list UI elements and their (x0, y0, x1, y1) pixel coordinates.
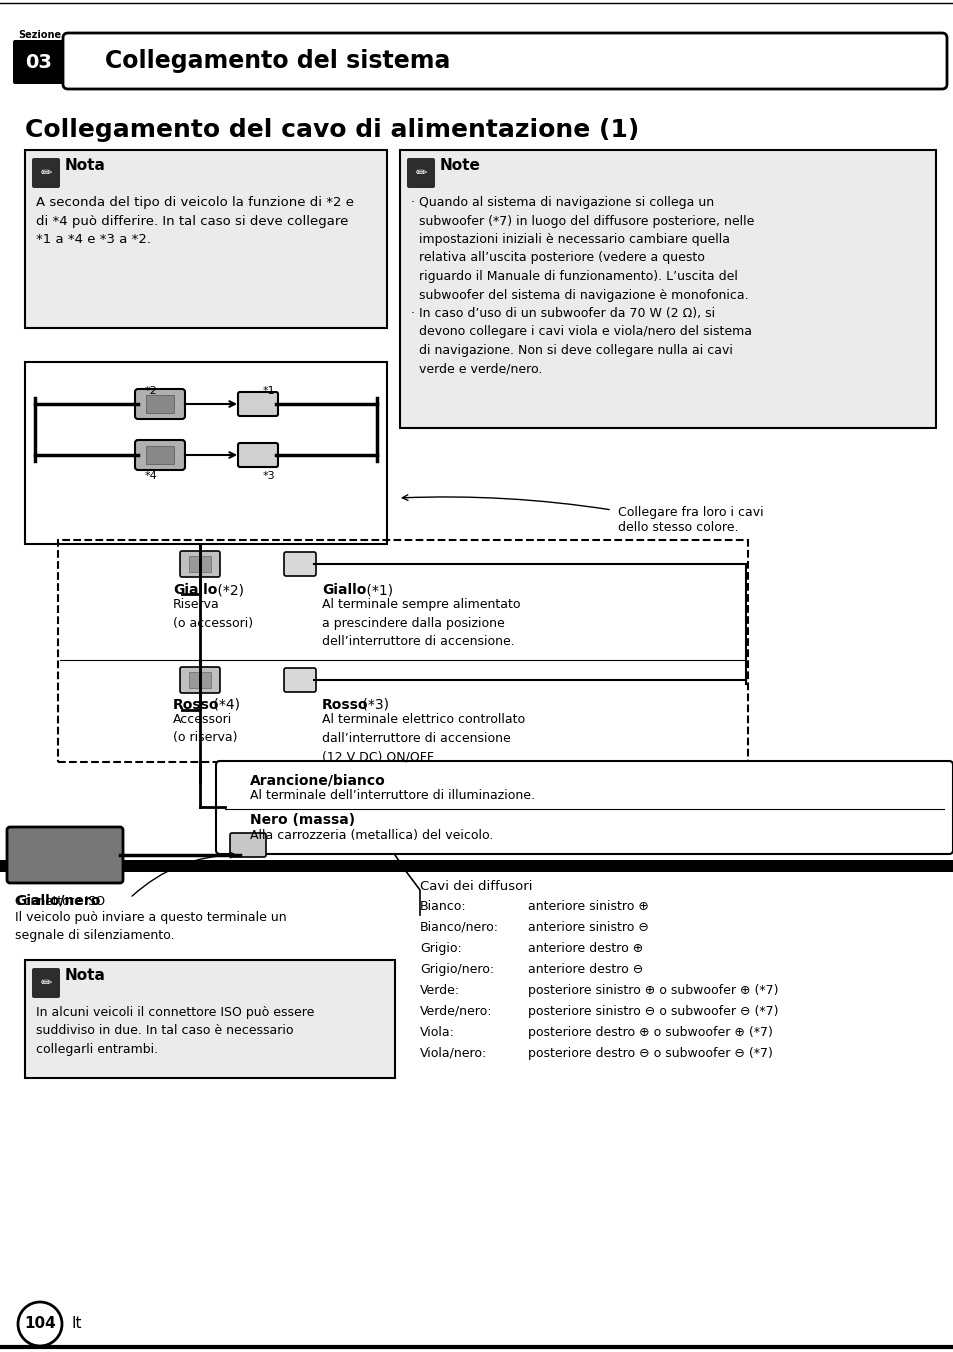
Text: Rosso: Rosso (172, 698, 219, 713)
Text: Collegare fra loro i cavi
dello stesso colore.: Collegare fra loro i cavi dello stesso c… (618, 506, 762, 534)
Text: anteriore destro ⊕: anteriore destro ⊕ (527, 942, 642, 955)
Text: 104: 104 (24, 1317, 56, 1332)
Text: Collegamento del sistema: Collegamento del sistema (105, 49, 450, 73)
Text: posteriore sinistro ⊕ o subwoofer ⊕ (*7): posteriore sinistro ⊕ o subwoofer ⊕ (*7) (527, 984, 778, 996)
Text: ✏: ✏ (40, 976, 51, 990)
Text: Connettore ISO: Connettore ISO (15, 895, 105, 909)
Text: A seconda del tipo di veicolo la funzione di *2 e
di *4 può differire. In tal ca: A seconda del tipo di veicolo la funzion… (36, 196, 354, 246)
Text: Rosso: Rosso (322, 698, 368, 713)
Text: Bianco:: Bianco: (419, 900, 466, 913)
Bar (146, 446, 173, 464)
Text: Grigio:: Grigio: (419, 942, 461, 955)
Text: Sezione: Sezione (18, 30, 61, 41)
Text: Arancione/bianco: Arancione/bianco (250, 773, 385, 787)
Bar (25, 362, 387, 544)
Text: Bianco/nero:: Bianco/nero: (419, 921, 498, 934)
Text: Giallo/nero: Giallo/nero (15, 894, 100, 907)
Text: Alla carrozzeria (metallica) del veicolo.: Alla carrozzeria (metallica) del veicolo… (250, 829, 493, 842)
FancyBboxPatch shape (237, 443, 277, 466)
Text: Al terminale sempre alimentato
a prescindere dalla posizione
dell’interruttore d: Al terminale sempre alimentato a prescin… (322, 598, 520, 648)
Bar (399, 150, 935, 429)
Text: Al terminale elettrico controllato
dall’interruttore di accensione
(12 V DC) ON/: Al terminale elettrico controllato dall’… (322, 713, 524, 763)
Text: *3: *3 (263, 470, 275, 481)
Text: Giallo: Giallo (172, 583, 217, 598)
Text: Giallo: Giallo (322, 583, 366, 598)
Text: Viola:: Viola: (419, 1026, 455, 1038)
Text: Note: Note (439, 158, 480, 173)
Text: anteriore sinistro ⊕: anteriore sinistro ⊕ (527, 900, 648, 913)
Text: Verde/nero:: Verde/nero: (419, 1005, 492, 1018)
Text: ✏: ✏ (40, 166, 51, 180)
Bar (25, 150, 387, 329)
FancyBboxPatch shape (180, 667, 220, 694)
Text: (*1): (*1) (361, 583, 393, 598)
Text: · Quando al sistema di navigazione si collega un
  subwoofer (*7) in luogo del d: · Quando al sistema di navigazione si co… (411, 196, 754, 376)
Text: (*4): (*4) (209, 698, 240, 713)
Text: ✏: ✏ (415, 166, 426, 180)
Text: *1: *1 (263, 387, 275, 396)
FancyBboxPatch shape (7, 827, 123, 883)
Bar (189, 672, 211, 688)
Text: Viola/nero:: Viola/nero: (419, 1046, 487, 1060)
Bar (25, 960, 395, 1078)
Text: Al terminale dell’interruttore di illuminazione.: Al terminale dell’interruttore di illumi… (250, 790, 535, 802)
Text: Collegamento del cavo di alimentazione (1): Collegamento del cavo di alimentazione (… (25, 118, 639, 142)
FancyBboxPatch shape (230, 833, 266, 857)
FancyBboxPatch shape (407, 158, 435, 188)
Text: posteriore destro ⊕ o subwoofer ⊕ (*7): posteriore destro ⊕ o subwoofer ⊕ (*7) (527, 1026, 772, 1038)
Text: In alcuni veicoli il connettore ISO può essere
suddiviso in due. In tal caso è n: In alcuni veicoli il connettore ISO può … (36, 1006, 314, 1056)
FancyBboxPatch shape (135, 439, 185, 470)
FancyBboxPatch shape (32, 968, 60, 998)
Text: anteriore sinistro ⊖: anteriore sinistro ⊖ (527, 921, 648, 934)
Text: (*2): (*2) (213, 583, 244, 598)
Text: Riserva
(o accessori): Riserva (o accessori) (172, 598, 253, 630)
Text: posteriore sinistro ⊖ o subwoofer ⊖ (*7): posteriore sinistro ⊖ o subwoofer ⊖ (*7) (527, 1005, 778, 1018)
FancyBboxPatch shape (284, 668, 315, 692)
Text: 03: 03 (26, 53, 52, 72)
FancyBboxPatch shape (215, 761, 952, 854)
FancyBboxPatch shape (180, 552, 220, 577)
Text: *2: *2 (145, 387, 157, 396)
Text: Cavi dei diffusori: Cavi dei diffusori (419, 880, 532, 894)
Text: *4: *4 (145, 470, 157, 481)
FancyBboxPatch shape (284, 552, 315, 576)
FancyBboxPatch shape (135, 389, 185, 419)
Text: Nero (massa): Nero (massa) (250, 813, 355, 827)
FancyBboxPatch shape (63, 32, 946, 89)
Bar (146, 395, 173, 412)
Text: (*3): (*3) (357, 698, 389, 713)
Bar (0, 860, 953, 872)
Text: posteriore destro ⊖ o subwoofer ⊖ (*7): posteriore destro ⊖ o subwoofer ⊖ (*7) (527, 1046, 772, 1060)
Text: Nota: Nota (65, 968, 106, 983)
Text: anteriore destro ⊖: anteriore destro ⊖ (527, 963, 642, 976)
FancyBboxPatch shape (13, 41, 65, 84)
Text: Nota: Nota (65, 158, 106, 173)
Bar (58, 539, 747, 763)
FancyBboxPatch shape (32, 158, 60, 188)
Text: It: It (71, 1317, 82, 1332)
Text: Il veicolo può inviare a questo terminale un
segnale di silenziamento.: Il veicolo può inviare a questo terminal… (15, 911, 286, 942)
Text: Verde:: Verde: (419, 984, 459, 996)
FancyBboxPatch shape (237, 392, 277, 416)
Bar (189, 556, 211, 572)
Text: Accessori
(o riserva): Accessori (o riserva) (172, 713, 237, 745)
Text: Grigio/nero:: Grigio/nero: (419, 963, 494, 976)
